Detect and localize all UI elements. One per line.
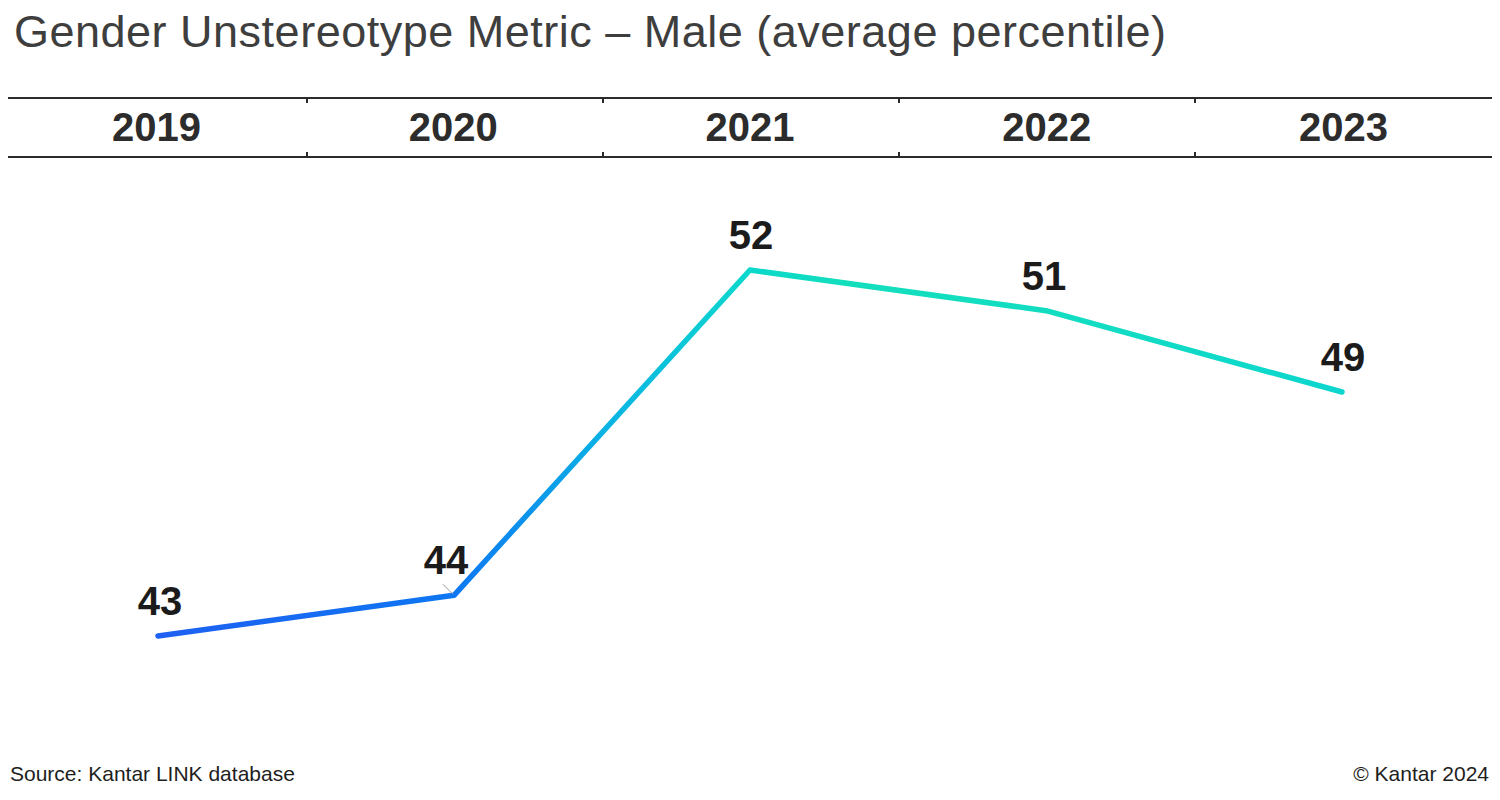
data-label-2020: 44 bbox=[424, 538, 469, 582]
column-boundary-tick bbox=[1194, 99, 1196, 103]
copyright-text: © Kantar 2024 bbox=[1353, 762, 1489, 786]
data-label-2019: 43 bbox=[138, 579, 183, 623]
data-label-2023: 49 bbox=[1321, 335, 1366, 379]
metric-trend-line bbox=[158, 270, 1342, 636]
column-boundary-tick bbox=[306, 99, 308, 103]
column-boundary-tick bbox=[898, 152, 900, 156]
chart-canvas: Gender Unstereotype Metric – Male (avera… bbox=[0, 0, 1500, 800]
footer: Source: Kantar LINK database © Kantar 20… bbox=[10, 762, 1489, 786]
column-boundary-tick bbox=[602, 152, 604, 156]
column-boundary-tick bbox=[898, 99, 900, 103]
label-leader-line bbox=[443, 584, 453, 594]
trend-line-chart: 43 44 52 51 49 bbox=[0, 0, 1500, 800]
source-text: Source: Kantar LINK database bbox=[10, 762, 295, 786]
data-label-layer: 43 44 52 51 49 bbox=[138, 213, 1366, 623]
data-label-2022: 51 bbox=[1022, 254, 1067, 298]
column-boundary-tick bbox=[602, 99, 604, 103]
data-label-2021: 52 bbox=[729, 213, 774, 257]
column-boundary-tick bbox=[1194, 152, 1196, 156]
column-boundary-tick bbox=[306, 152, 308, 156]
line-layer bbox=[158, 270, 1342, 636]
